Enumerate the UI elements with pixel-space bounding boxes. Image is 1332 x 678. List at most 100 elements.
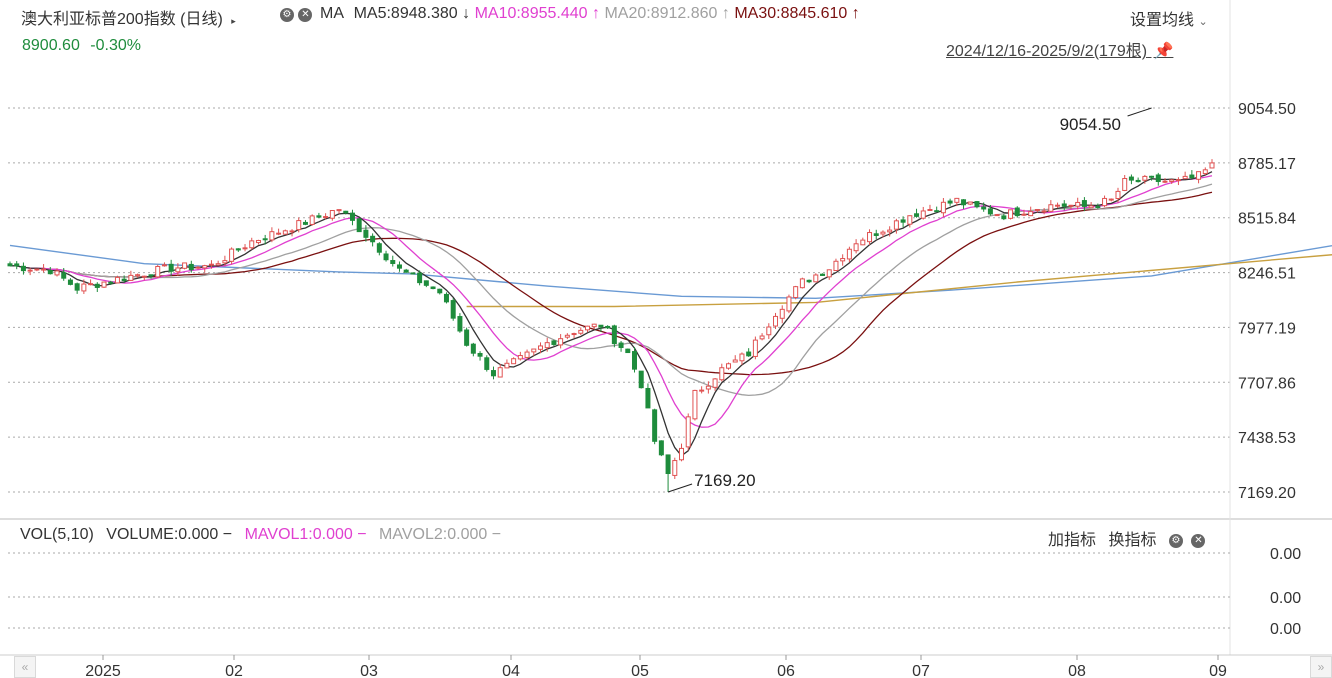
candle-body [168, 263, 174, 272]
chart-title[interactable]: 澳大利亚标普200指数 (日线) ▸ [21, 5, 236, 29]
x-tick-label: 07 [912, 663, 930, 678]
candle-body [773, 315, 779, 327]
candle-body [47, 269, 53, 275]
candle-body [14, 263, 20, 267]
candle-body [296, 220, 302, 231]
candle-body [1202, 169, 1208, 175]
candle-body [793, 286, 799, 298]
candle-body [672, 460, 678, 476]
x-tick-label: 04 [502, 663, 520, 678]
candle-body [114, 276, 120, 284]
candle-body [289, 230, 295, 233]
candle-body [813, 274, 819, 283]
candle-body [893, 220, 899, 230]
candle-body [981, 206, 987, 210]
candle-body [665, 454, 671, 475]
ma20-value: MA20:8912.860 ↑ [604, 5, 730, 22]
candle-body [846, 248, 852, 260]
caret-right-icon[interactable]: ▸ [231, 16, 236, 26]
close-icon[interactable]: ✕ [298, 7, 313, 22]
candle-body [182, 262, 188, 269]
candle-body [544, 342, 550, 349]
pin-icon[interactable]: 📌 [1153, 43, 1174, 60]
x-tick-label: 05 [631, 663, 649, 678]
candle-body [1021, 213, 1027, 216]
candle-body [148, 274, 154, 277]
candle-body [954, 197, 960, 203]
candle-body [759, 335, 765, 340]
candle-body [74, 283, 80, 291]
candle-body [1008, 209, 1014, 219]
candle-body [1155, 174, 1161, 182]
add-indicator-button[interactable]: 加指标 [1048, 532, 1097, 549]
ma-settings-button[interactable]: 设置均线 ⌄ [1130, 6, 1208, 30]
volume-tick-label: 0.00 [1270, 546, 1301, 563]
candle-body [947, 200, 953, 204]
ma-settings-label: 设置均线 [1130, 12, 1195, 29]
candle-body [336, 209, 342, 212]
candle-body [799, 278, 805, 289]
min-price-label: 7169.20 [694, 471, 755, 490]
mavol2-value: MAVOL2:0.000 [379, 526, 488, 543]
candle-body [269, 231, 275, 241]
ma30-value: MA30:8845.610 ↑ [734, 5, 860, 22]
candle-body [537, 345, 543, 350]
candle-body [679, 447, 685, 461]
grid-lines [8, 107, 1230, 493]
candle-body [128, 274, 134, 281]
candle-body [54, 270, 60, 276]
double-chevron-left-icon: « [21, 660, 29, 674]
candle-body [739, 353, 745, 362]
candle-body [692, 389, 698, 420]
candle-body [457, 316, 463, 332]
candle-body [551, 340, 557, 345]
candle-body [625, 348, 631, 354]
scroll-left-button[interactable]: « [14, 656, 36, 678]
ma-longer-line [466, 254, 1332, 308]
candle-body [1196, 171, 1202, 180]
candle-body [94, 283, 100, 288]
candle-body [726, 363, 732, 369]
scroll-right-button[interactable]: » [1310, 656, 1332, 678]
candle-body [517, 355, 523, 360]
candle-body [934, 210, 940, 213]
candle-body [1162, 180, 1168, 183]
candle-body [490, 370, 496, 377]
close-icon[interactable]: ✕ [1191, 533, 1206, 548]
y-tick-label: 7977.19 [1238, 320, 1296, 337]
candle-body [746, 351, 752, 357]
gear-icon[interactable]: ⚙ [1168, 533, 1183, 548]
candle-body [188, 263, 194, 271]
candle-body [1095, 206, 1101, 209]
candle-body [497, 367, 503, 378]
candle-body [255, 239, 261, 244]
candle-body [719, 367, 725, 381]
candle-body [161, 264, 167, 267]
y-axis-labels: 9054.50 8785.17 8515.84 8246.51 7977.19 7707.… [1238, 101, 1296, 502]
y-tick-label: 7438.53 [1238, 430, 1296, 447]
candle-body [41, 268, 47, 271]
candle-body [994, 214, 1000, 217]
candle-body [1102, 197, 1108, 207]
date-range[interactable]: 2024/12/16-2025/9/2(179根) 📌 [946, 37, 1173, 61]
candle-body [967, 201, 973, 205]
candle-body [343, 210, 349, 214]
candle-body [1081, 200, 1087, 207]
candle-body [249, 240, 255, 249]
x-tick-label: 08 [1068, 663, 1086, 678]
candle-body [477, 352, 483, 357]
candle-body [705, 385, 711, 390]
candle-body [208, 263, 214, 266]
candle-body [101, 281, 107, 288]
switch-indicator-button[interactable]: 换指标 [1108, 532, 1157, 549]
y-tick-label: 8246.51 [1238, 266, 1296, 283]
gear-icon[interactable]: ⚙ [280, 7, 294, 22]
candle-body [591, 323, 597, 328]
candle-body [27, 269, 33, 272]
candle-body [175, 267, 181, 273]
candle-body [920, 210, 926, 219]
candle-body [81, 283, 87, 292]
candle-body [329, 209, 335, 219]
price-readout: 8900.60 -0.30% [22, 37, 141, 55]
